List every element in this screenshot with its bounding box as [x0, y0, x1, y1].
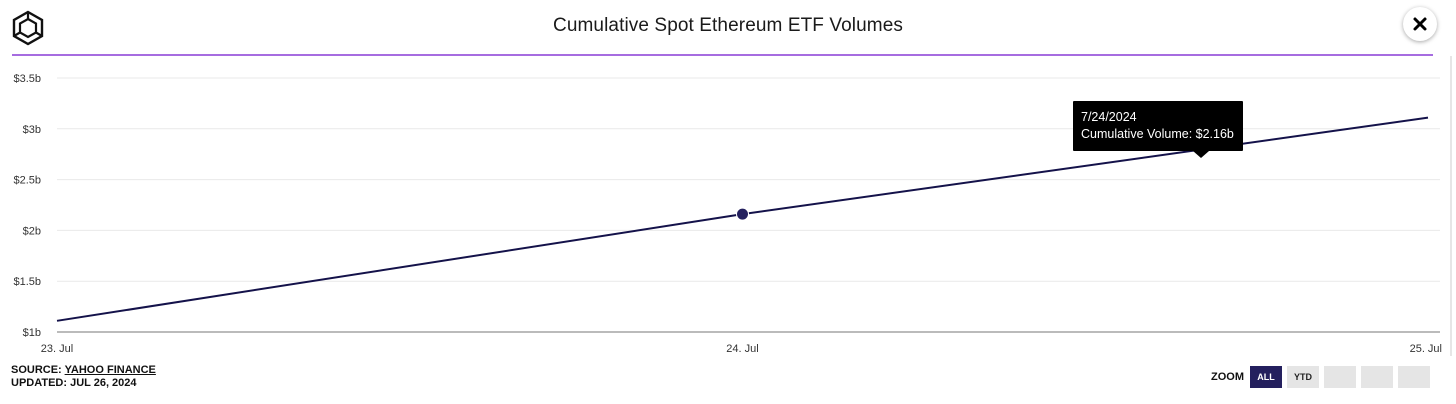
zoom-button-all[interactable]: ALL: [1250, 366, 1282, 388]
y-tick-label: $1b: [23, 327, 41, 339]
chart-footer: SOURCE: YAHOO FINANCE UPDATED: JUL 26, 2…: [11, 364, 156, 390]
logo-icon: [12, 10, 44, 46]
header-divider: [12, 54, 1433, 56]
scrollbar-track[interactable]: [1450, 56, 1452, 356]
y-tick-label: $2.5b: [13, 175, 41, 187]
tooltip-date: 7/24/2024: [1081, 110, 1137, 124]
zoom-controls: ZOOM ALL YTD: [1211, 366, 1435, 388]
y-tick-label: $3b: [23, 124, 41, 136]
updated-date: UPDATED: JUL 26, 2024: [11, 377, 137, 389]
chart-title: Cumulative Spot Ethereum ETF Volumes: [553, 15, 903, 36]
y-tick-label: $1.5b: [13, 276, 41, 288]
data-point-marker[interactable]: [736, 207, 749, 221]
source-link[interactable]: YAHOO FINANCE: [64, 364, 156, 376]
x-tick-label: 24. Jul: [726, 343, 758, 355]
zoom-label: ZOOM: [1211, 371, 1244, 383]
x-tick-label: 23. Jul: [41, 343, 73, 355]
source-label: SOURCE:: [11, 364, 62, 376]
zoom-button-empty[interactable]: [1324, 366, 1356, 388]
zoom-button-ytd[interactable]: YTD: [1287, 366, 1319, 388]
zoom-button-group: ALL YTD: [1250, 366, 1435, 388]
x-tick-label: 25. Jul: [1410, 343, 1442, 355]
chart-header: Cumulative Spot Ethereum ETF Volumes: [0, 0, 1456, 56]
tooltip-box: [1073, 101, 1243, 151]
tooltip-pointer: [1193, 151, 1209, 158]
zoom-button-empty[interactable]: [1361, 366, 1393, 388]
y-tick-label: $3.5b: [13, 73, 41, 85]
close-icon: [1413, 17, 1427, 31]
y-tick-label: $2b: [23, 225, 41, 237]
zoom-button-empty[interactable]: [1398, 366, 1430, 388]
line-chart[interactable]: $1b $1.5b $2b $2.5b $3b $3.5b 23. Jul 24. Jul 25…: [0, 60, 1456, 360]
tooltip-value: Cumulative Volume: $2.16b: [1081, 127, 1234, 141]
close-button[interactable]: [1403, 7, 1437, 41]
